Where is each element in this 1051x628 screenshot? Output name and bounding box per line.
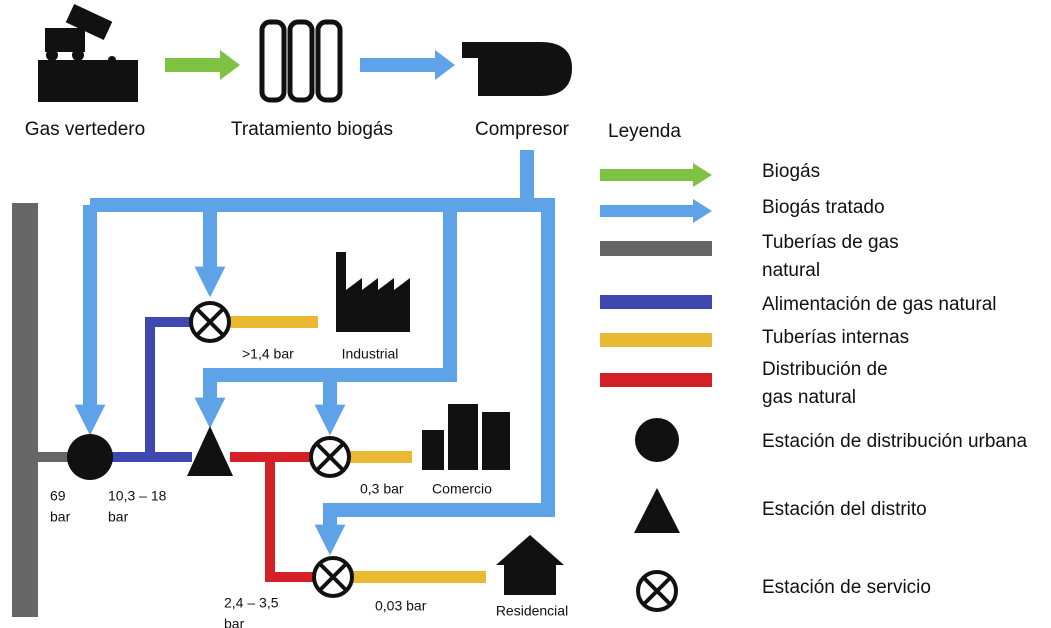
supply-pipe [112, 317, 192, 462]
distribution-pipe [230, 452, 314, 582]
step-label: Compresor [475, 119, 570, 140]
consumer-label: Comercio [432, 481, 492, 497]
legend-label: Tuberías de gas [762, 232, 899, 253]
arrowhead [220, 50, 240, 80]
pressure-label: 0,03 bar [375, 598, 427, 614]
factory-icon [336, 252, 410, 332]
treatment-icon [259, 19, 343, 103]
legend-label: Estación de distribución urbana [762, 431, 1028, 452]
house-icon [496, 535, 564, 595]
step-label: Gas vertedero [25, 119, 145, 140]
internal-pipes [230, 316, 486, 583]
legend-label: Biogás [762, 161, 820, 182]
legend-label: Distribución de [762, 359, 888, 380]
pressure-label: 2,4 – 3,5 [224, 595, 279, 611]
buildings-icon [422, 404, 510, 470]
consumer-label: Residencial [496, 603, 568, 619]
legend-label: natural [762, 260, 820, 281]
legend-symbols [600, 163, 712, 612]
pressure-label: bar [108, 509, 129, 525]
step-label: Tratamiento biogás [231, 119, 393, 140]
pressure-label: >1,4 bar [242, 346, 294, 362]
gas-main [12, 203, 38, 617]
pressure-label: bar [224, 616, 245, 628]
pressure-label: bar [50, 509, 71, 525]
legend-label: Estación de servicio [762, 577, 931, 598]
arrowhead [435, 50, 455, 80]
urban-station [67, 434, 113, 480]
district-station [187, 426, 233, 476]
pressure-label: 69 [50, 488, 66, 504]
legend-label: gas natural [762, 387, 856, 408]
landfill-icon [38, 4, 138, 102]
legend-label: Biogás tratado [762, 197, 885, 218]
legend-label: Estación del distrito [762, 499, 927, 520]
pressure-label: 10,3 – 18 [108, 488, 167, 504]
consumer-label: Industrial [342, 346, 399, 362]
treated-pipes [74, 150, 555, 556]
legend-title: Leyenda [608, 121, 681, 142]
compressor-icon [462, 42, 572, 96]
legend-label: Tuberías internas [762, 327, 909, 348]
pressure-label: 0,3 bar [360, 481, 404, 497]
legend-label: Alimentación de gas natural [762, 294, 996, 315]
service-stations [189, 301, 354, 598]
